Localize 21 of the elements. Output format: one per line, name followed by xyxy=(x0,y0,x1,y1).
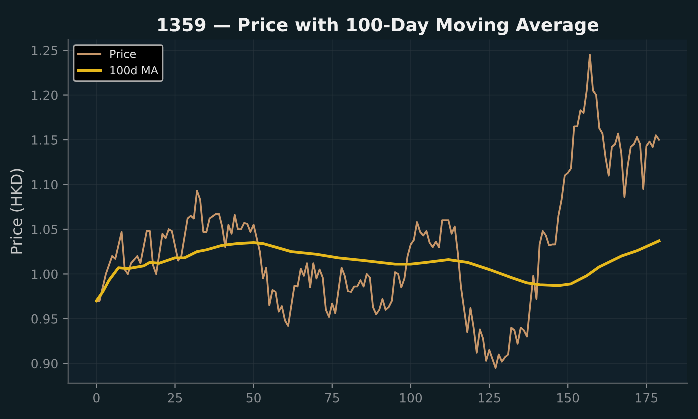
x-tick-label: 100 xyxy=(400,393,422,403)
y-tick-label: 1.00 xyxy=(32,270,58,280)
legend-label: Price xyxy=(110,50,136,58)
x-tick-label: 50 xyxy=(246,393,261,403)
x-tick-label: 125 xyxy=(478,393,500,403)
y-tick-label: 1.10 xyxy=(32,180,58,190)
y-tick-label: 0.95 xyxy=(32,314,58,324)
legend-label: 100d MA xyxy=(110,66,158,75)
x-tick-label: 25 xyxy=(168,393,182,403)
y-axis-title: Price (HKD) xyxy=(10,169,24,254)
line-series xyxy=(95,240,661,302)
x-tick-label: 75 xyxy=(325,393,340,403)
y-tick-label: 1.05 xyxy=(32,224,58,234)
y-tick-label: 1.15 xyxy=(32,136,58,145)
chart-title: 1359 — Price with 100-Day Moving Average xyxy=(158,18,599,36)
y-tick-label: 1.25 xyxy=(32,46,58,56)
x-tick-label: 0 xyxy=(94,393,100,403)
x-tick-label: 175 xyxy=(636,393,658,403)
y-tick-label: 1.20 xyxy=(32,90,58,100)
y-tick-label: 0.90 xyxy=(32,359,58,369)
x-tick-label: 150 xyxy=(558,393,580,403)
